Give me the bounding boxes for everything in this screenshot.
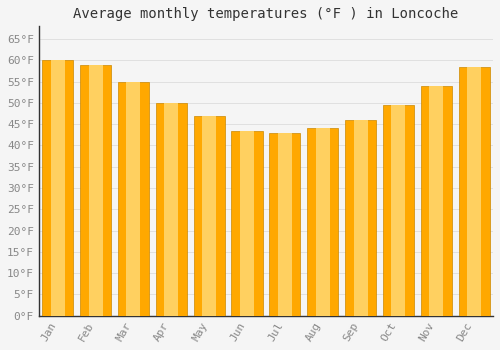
Bar [88, 65, 102, 316]
Bar [118, 82, 149, 316]
Bar [278, 133, 292, 316]
Bar [194, 116, 224, 316]
Bar [430, 86, 444, 316]
Bar [232, 131, 262, 316]
Bar [156, 103, 187, 316]
Bar [80, 65, 111, 316]
Bar [467, 67, 481, 316]
Bar [240, 131, 254, 316]
Bar [164, 103, 178, 316]
Bar [202, 116, 216, 316]
Bar [316, 128, 330, 316]
Title: Average monthly temperatures (°F ) in Loncoche: Average monthly temperatures (°F ) in Lo… [74, 7, 458, 21]
Bar [50, 60, 64, 316]
Bar [345, 120, 376, 316]
Bar [126, 82, 140, 316]
Bar [307, 128, 338, 316]
Bar [392, 105, 406, 316]
Bar [421, 86, 452, 316]
Bar [354, 120, 368, 316]
Bar [383, 105, 414, 316]
Bar [458, 67, 490, 316]
Bar [270, 133, 300, 316]
Bar [42, 60, 74, 316]
